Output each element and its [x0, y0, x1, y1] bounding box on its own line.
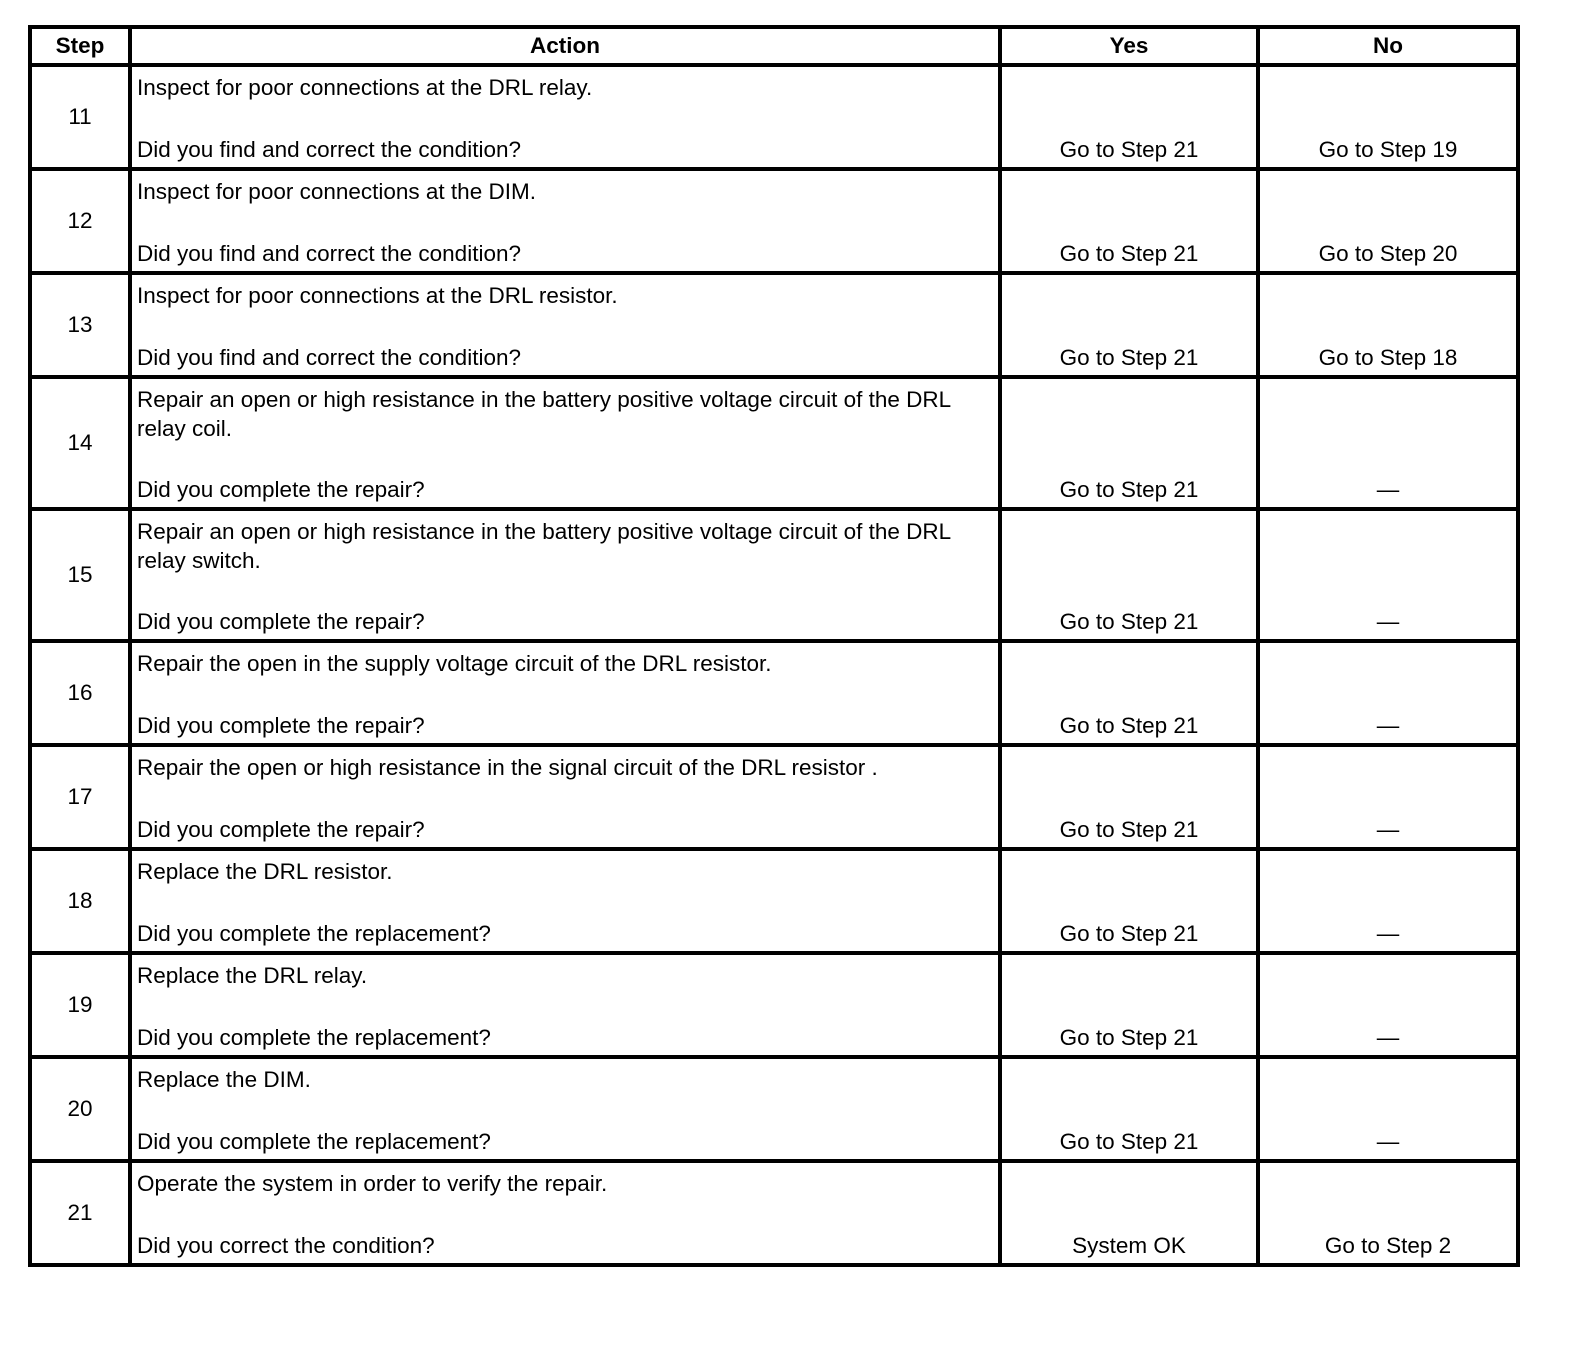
action-text: Repair the open in the supply voltage ci…: [137, 651, 772, 676]
action-cell: Repair the open in the supply voltage ci…: [128, 639, 1002, 747]
yes-result: Go to Step 21: [998, 1055, 1260, 1163]
table-row: 14 Repair an open or high resistance in t…: [28, 375, 1520, 511]
action-content: Inspect for poor connections at the DIM.…: [137, 177, 994, 267]
yes-result: Go to Step 21: [998, 639, 1260, 747]
action-content: Repair the open in the supply voltage ci…: [137, 649, 994, 739]
table-row: 21 Operate the system in order to verify …: [28, 1159, 1520, 1267]
action-text: Operate the system in order to verify th…: [137, 1171, 608, 1196]
no-result: —: [1256, 639, 1520, 747]
table-row: 13 Inspect for poor connections at the DR…: [28, 271, 1520, 379]
table-row: 19 Replace the DRL relay. Did you complete…: [28, 951, 1520, 1059]
no-result: —: [1256, 1055, 1520, 1163]
action-text: Inspect for poor connections at the DRL …: [137, 75, 593, 100]
action-content: Repair the open or high resistance in th…: [137, 753, 994, 843]
step-number: 19: [28, 951, 132, 1059]
yes-result: Go to Step 21: [998, 375, 1260, 511]
action-content: Inspect for poor connections at the DRL …: [137, 73, 994, 163]
yes-result: Go to Step 21: [998, 167, 1260, 275]
header-row: Step Action Yes No: [28, 25, 1520, 67]
action-content: Operate the system in order to verify th…: [137, 1169, 994, 1259]
action-text: Repair an open or high resistance in the…: [137, 387, 951, 441]
step-number: 15: [28, 507, 132, 643]
action-cell: Repair the open or high resistance in th…: [128, 743, 1002, 851]
table-row: 12 Inspect for poor connections at the DI…: [28, 167, 1520, 275]
action-cell: Repair an open or high resistance in the…: [128, 507, 1002, 643]
no-result: —: [1256, 743, 1520, 851]
action-question: Did you complete the replacement?: [137, 1025, 491, 1050]
action-cell: Replace the DRL resistor. Did you complet…: [128, 847, 1002, 955]
no-result: —: [1256, 951, 1520, 1059]
action-question: Did you complete the replacement?: [137, 1129, 491, 1154]
table-row: 11 Inspect for poor connections at the DR…: [28, 63, 1520, 171]
action-content: Repair an open or high resistance in the…: [137, 517, 994, 635]
action-question: Did you complete the repair?: [137, 817, 425, 842]
action-cell: Repair an open or high resistance in the…: [128, 375, 1002, 511]
action-content: Replace the DRL relay. Did you complete t…: [137, 961, 994, 1051]
yes-result: Go to Step 21: [998, 743, 1260, 851]
action-cell: Inspect for poor connections at the DIM.…: [128, 167, 1002, 275]
action-cell: Operate the system in order to verify th…: [128, 1159, 1002, 1267]
action-text: Replace the DRL relay.: [137, 963, 368, 988]
action-question: Did you find and correct the condition?: [137, 345, 521, 370]
table-body: 11 Inspect for poor connections at the DR…: [28, 63, 1520, 1267]
action-question: Did you complete the repair?: [137, 609, 425, 634]
table-row: 18 Replace the DRL resistor. Did you compl…: [28, 847, 1520, 955]
step-number: 16: [28, 639, 132, 747]
step-number: 21: [28, 1159, 132, 1267]
no-result: Go to Step 19: [1256, 63, 1520, 171]
action-text: Repair the open or high resistance in th…: [137, 755, 878, 780]
step-number: 11: [28, 63, 132, 171]
action-question: Did you complete the repair?: [137, 713, 425, 738]
action-question: Did you complete the replacement?: [137, 921, 491, 946]
action-text: Replace the DIM.: [137, 1067, 311, 1092]
action-question: Did you find and correct the condition?: [137, 241, 521, 266]
table-row: 15 Repair an open or high resistance in t…: [28, 507, 1520, 643]
yes-result: System OK: [998, 1159, 1260, 1267]
header-yes: Yes: [998, 25, 1260, 67]
no-result: Go to Step 20: [1256, 167, 1520, 275]
yes-result: Go to Step 21: [998, 63, 1260, 171]
no-result: Go to Step 2: [1256, 1159, 1520, 1267]
step-number: 20: [28, 1055, 132, 1163]
no-result: —: [1256, 507, 1520, 643]
step-number: 12: [28, 167, 132, 275]
step-number: 14: [28, 375, 132, 511]
table-row: 16 Repair the open in the supply voltage …: [28, 639, 1520, 747]
action-content: Repair an open or high resistance in the…: [137, 385, 994, 503]
yes-result: Go to Step 21: [998, 271, 1260, 379]
action-text: Inspect for poor connections at the DRL …: [137, 283, 618, 308]
step-number: 13: [28, 271, 132, 379]
action-question: Did you complete the repair?: [137, 477, 425, 502]
no-result: —: [1256, 847, 1520, 955]
action-text: Repair an open or high resistance in the…: [137, 519, 951, 573]
yes-result: Go to Step 21: [998, 507, 1260, 643]
step-number: 18: [28, 847, 132, 955]
no-result: Go to Step 18: [1256, 271, 1520, 379]
table-row: 20 Replace the DIM. Did you complete the r…: [28, 1055, 1520, 1163]
action-question: Did you find and correct the condition?: [137, 137, 521, 162]
action-content: Replace the DIM. Did you complete the rep…: [137, 1065, 994, 1155]
action-content: Inspect for poor connections at the DRL …: [137, 281, 994, 371]
action-cell: Inspect for poor connections at the DRL …: [128, 271, 1002, 379]
action-cell: Inspect for poor connections at the DRL …: [128, 63, 1002, 171]
action-cell: Replace the DRL relay. Did you complete t…: [128, 951, 1002, 1059]
step-number: 17: [28, 743, 132, 851]
header-no: No: [1256, 25, 1520, 67]
action-text: Replace the DRL resistor.: [137, 859, 393, 884]
action-text: Inspect for poor connections at the DIM.: [137, 179, 536, 204]
no-result: —: [1256, 375, 1520, 511]
action-content: Replace the DRL resistor. Did you complet…: [137, 857, 994, 947]
header-action: Action: [128, 25, 1002, 67]
yes-result: Go to Step 21: [998, 951, 1260, 1059]
header-step: Step: [28, 25, 132, 67]
yes-result: Go to Step 21: [998, 847, 1260, 955]
action-question: Did you correct the condition?: [137, 1233, 435, 1258]
action-cell: Replace the DIM. Did you complete the rep…: [128, 1055, 1002, 1163]
diagnostic-table: Step Action Yes No 11 Inspect for poor co…: [28, 25, 1520, 1267]
table-row: 17 Repair the open or high resistance in …: [28, 743, 1520, 851]
